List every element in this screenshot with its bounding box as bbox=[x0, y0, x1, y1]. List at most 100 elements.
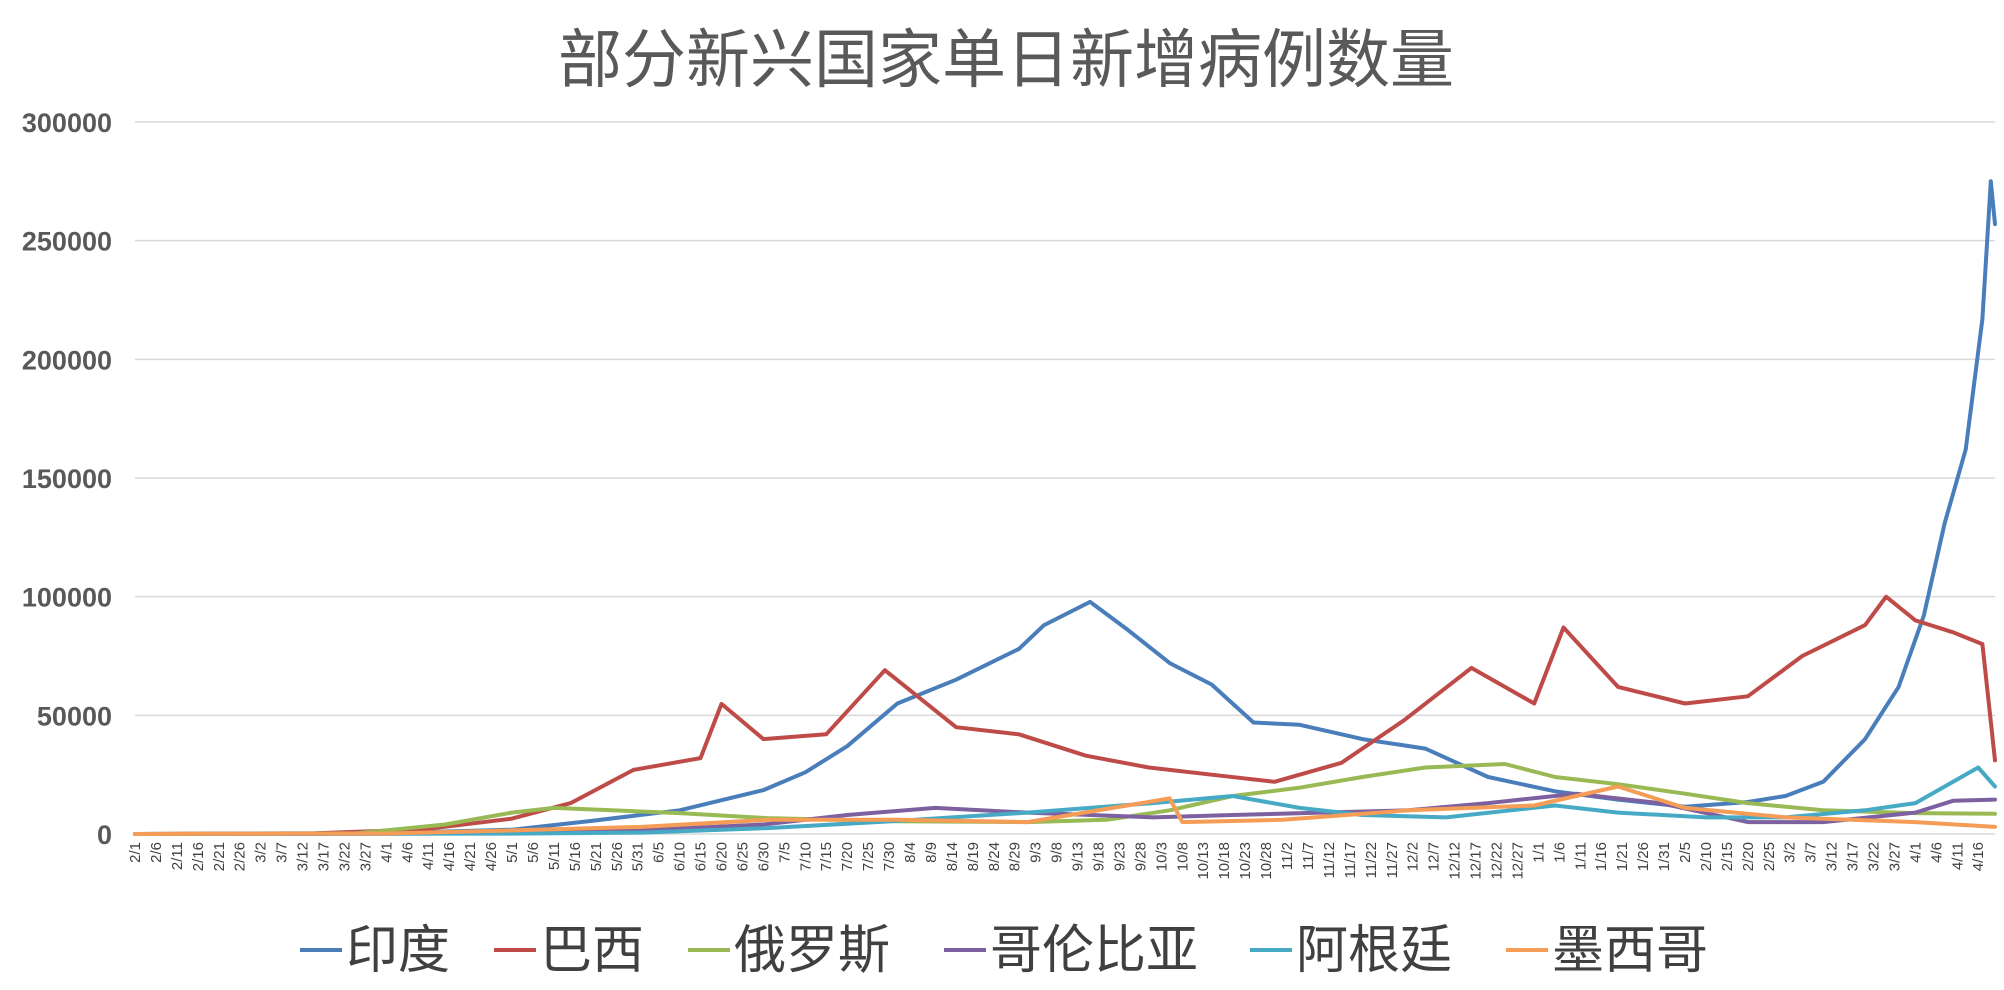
x-tick-label: 11/2 bbox=[1279, 842, 1296, 870]
x-tick-label: 3/17 bbox=[1845, 842, 1862, 871]
series-lines bbox=[133, 179, 1997, 836]
x-tick-label: 4/16 bbox=[1970, 842, 1987, 871]
x-tick-label: 10/28 bbox=[1258, 842, 1275, 880]
x-tick-label: 5/26 bbox=[609, 842, 626, 871]
x-tick-label: 7/25 bbox=[860, 842, 877, 871]
y-tick-label: 200000 bbox=[22, 345, 112, 375]
y-tick-label: 100000 bbox=[22, 583, 112, 613]
x-tick-label: 7/30 bbox=[881, 842, 898, 871]
x-tick-label: 6/5 bbox=[651, 842, 668, 863]
x-tick-label: 4/1 bbox=[1907, 842, 1924, 863]
x-tick-label: 10/23 bbox=[1237, 842, 1254, 880]
x-tick-label: 10/3 bbox=[1153, 842, 1170, 871]
legend-label-0: 印度 bbox=[346, 921, 450, 981]
x-tick-label: 2/6 bbox=[148, 842, 165, 863]
x-tick-label: 1/31 bbox=[1656, 842, 1673, 871]
x-tick-label: 8/9 bbox=[923, 842, 940, 863]
x-tick-label: 3/22 bbox=[1866, 842, 1883, 871]
x-tick-label: 6/10 bbox=[672, 842, 689, 871]
x-tick-label: 9/8 bbox=[1049, 842, 1066, 863]
x-tick-label: 6/20 bbox=[714, 842, 731, 871]
x-tick-label: 11/12 bbox=[1321, 842, 1338, 878]
x-tick-label: 9/18 bbox=[1091, 842, 1108, 871]
series-line-2 bbox=[133, 762, 1997, 836]
x-tick-label: 9/3 bbox=[1028, 842, 1045, 863]
x-tick-label: 1/1 bbox=[1530, 842, 1547, 863]
x-tick-label: 3/27 bbox=[357, 842, 374, 871]
x-tick-label: 4/16 bbox=[441, 842, 458, 871]
x-tick-label: 7/20 bbox=[839, 842, 856, 871]
x-tick-label: 11/17 bbox=[1342, 842, 1359, 878]
x-tick-label: 5/1 bbox=[504, 842, 521, 863]
legend-label-2: 俄罗斯 bbox=[734, 921, 890, 981]
x-tick-label: 2/10 bbox=[1698, 842, 1715, 871]
y-tick-label: 50000 bbox=[37, 701, 112, 731]
x-tick-label: 8/19 bbox=[965, 842, 982, 871]
x-tick-label: 3/2 bbox=[1782, 842, 1799, 863]
x-tick-label: 3/12 bbox=[295, 842, 312, 871]
x-tick-label: 3/22 bbox=[337, 842, 354, 871]
x-tick-label: 3/27 bbox=[1887, 842, 1904, 871]
y-axis: 0 50000 100000 150000 200000 250000 300000 bbox=[22, 108, 112, 850]
x-tick-label: 8/24 bbox=[986, 842, 1003, 871]
x-tick-label: 10/8 bbox=[1174, 842, 1191, 871]
x-tick-label: 3/7 bbox=[274, 842, 291, 863]
legend-label-1: 巴西 bbox=[540, 921, 644, 981]
series-line-4 bbox=[133, 765, 1997, 836]
series-line-3 bbox=[133, 791, 1997, 836]
x-tick-label: 2/15 bbox=[1719, 842, 1736, 871]
x-tick-label: 4/1 bbox=[378, 842, 395, 863]
x-tick-label: 2/21 bbox=[211, 842, 228, 871]
x-tick-label: 7/15 bbox=[818, 842, 835, 871]
x-tick-label: 1/16 bbox=[1593, 842, 1610, 871]
x-tick-label: 12/27 bbox=[1509, 842, 1526, 880]
x-tick-label: 5/21 bbox=[588, 842, 605, 871]
x-tick-label: 9/28 bbox=[1132, 842, 1149, 871]
x-tick-label: 12/7 bbox=[1426, 842, 1443, 871]
x-tick-label: 6/30 bbox=[755, 842, 772, 871]
x-tick-label: 3/12 bbox=[1824, 842, 1841, 871]
x-tick-label: 8/4 bbox=[902, 842, 919, 863]
x-tick-label: 11/22 bbox=[1363, 842, 1380, 878]
x-tick-label: 9/23 bbox=[1112, 842, 1129, 871]
x-tick-label: 4/6 bbox=[399, 842, 416, 863]
x-tick-label: 5/6 bbox=[525, 842, 542, 863]
x-tick-label: 2/20 bbox=[1740, 842, 1757, 871]
series-line-5 bbox=[133, 784, 1997, 836]
legend-label-5: 墨西哥 bbox=[1552, 921, 1708, 981]
x-axis: 2/1 2/6 2/11 2/16 2/21 2/26 3/2 3/7 3/12 3/17 3/22… bbox=[127, 842, 1987, 880]
x-tick-label: 2/11 bbox=[169, 842, 186, 870]
x-tick-label: 12/12 bbox=[1447, 842, 1464, 880]
x-tick-label: 4/11 bbox=[1949, 842, 1966, 870]
x-tick-label: 5/16 bbox=[567, 842, 584, 871]
x-tick-label: 12/22 bbox=[1489, 842, 1506, 880]
x-tick-label: 8/14 bbox=[944, 842, 961, 871]
x-tick-label: 1/21 bbox=[1614, 842, 1631, 871]
x-tick-label: 2/16 bbox=[190, 842, 207, 871]
x-tick-label: 4/11 bbox=[420, 842, 437, 870]
x-tick-label: 4/21 bbox=[462, 842, 479, 871]
x-tick-label: 3/17 bbox=[316, 842, 333, 871]
legend-label-4: 阿根廷 bbox=[1296, 921, 1452, 981]
x-tick-label: 1/26 bbox=[1635, 842, 1652, 871]
x-tick-label: 4/26 bbox=[483, 842, 500, 871]
legend-label-3: 哥伦比亚 bbox=[990, 921, 1198, 981]
grid bbox=[135, 121, 1995, 835]
y-tick-label: 150000 bbox=[22, 464, 112, 494]
x-tick-label: 2/26 bbox=[232, 842, 249, 871]
chart-title: 部分新兴国家单日新增病例数量 bbox=[558, 24, 1454, 98]
x-tick-label: 10/13 bbox=[1195, 842, 1212, 880]
x-tick-label: 3/7 bbox=[1803, 842, 1820, 863]
x-tick-label: 4/6 bbox=[1928, 842, 1945, 863]
x-tick-label: 10/18 bbox=[1216, 842, 1233, 880]
series-line-1 bbox=[133, 594, 1997, 836]
x-tick-label: 12/17 bbox=[1468, 842, 1485, 880]
y-tick-label: 300000 bbox=[22, 108, 112, 138]
x-tick-label: 9/13 bbox=[1070, 842, 1087, 871]
legend: 印度 巴西 俄罗斯 哥伦比亚 阿根廷 墨西哥 bbox=[300, 921, 1708, 981]
x-tick-label: 2/1 bbox=[127, 842, 144, 863]
x-tick-label: 12/2 bbox=[1405, 842, 1422, 871]
x-tick-label: 2/5 bbox=[1677, 842, 1694, 863]
